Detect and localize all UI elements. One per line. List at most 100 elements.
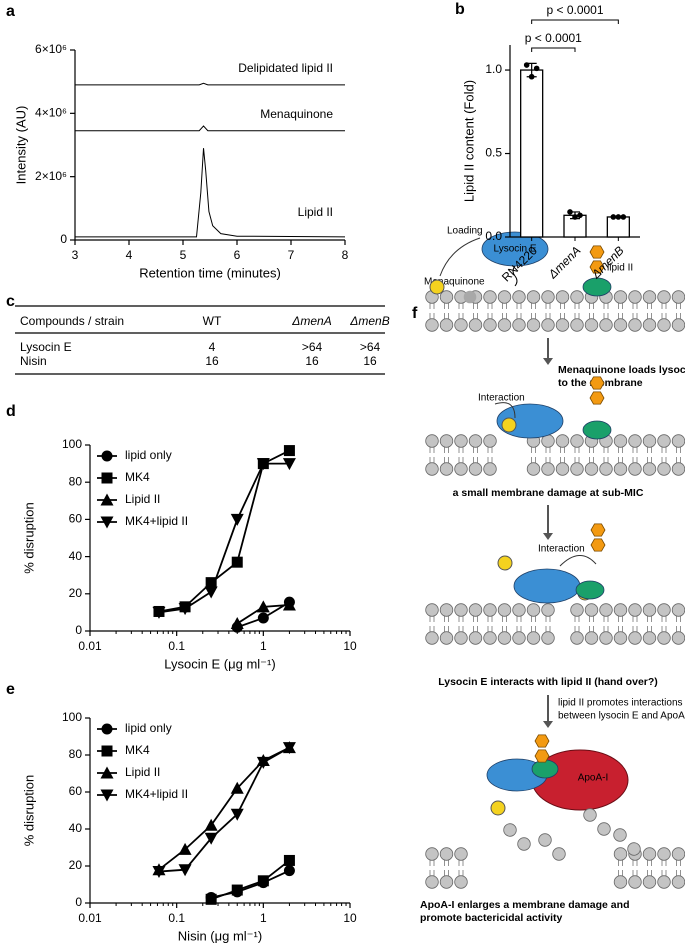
trace [75,125,345,132]
lipid-head [425,434,439,448]
series-line [210,859,290,901]
bar [520,69,544,238]
lipid-head [497,631,512,645]
series-line [158,449,290,613]
data-point [620,214,627,220]
data-point [610,214,617,220]
lipid-head [454,603,468,617]
significance-bracket [531,19,619,24]
panel-label: a [6,3,15,20]
panel-label: d [6,403,16,420]
lipid-tail [502,616,507,632]
y-tick-label: 60 [69,784,83,798]
marker [152,606,166,619]
lipid-tail [632,616,638,632]
lipid-head [541,290,555,304]
lipid-head [642,318,657,332]
lipid-head [613,603,628,617]
lipid-head [570,434,584,448]
lipid-head [642,462,657,476]
lipid-tail [545,616,551,632]
table-header: Compounds / strain [20,314,124,328]
y-tick-label: 80 [69,474,83,488]
marker [282,598,296,611]
lipid-head [628,462,642,476]
table-header: WT [203,314,222,328]
lipid-tail [458,303,464,319]
x-tick-label: 10 [343,639,357,653]
data-point [528,73,535,80]
lipid-tail [632,860,638,876]
trace-label: Menaquinone [260,107,333,121]
marker [205,893,217,905]
trace-label: Lipid II [298,205,333,219]
lipid-head [584,603,599,617]
lipid-head [628,434,642,448]
lipid-head [425,603,439,617]
lipid-head [671,631,685,645]
trace [75,148,346,238]
lipid-head [671,290,685,304]
lipid-tail [574,303,580,319]
marker [256,600,270,613]
x-tick-label: 5 [180,248,187,262]
lipid-head [583,808,597,822]
y-tick-label: 0.0 [485,229,502,243]
y-tick-label: 4×10⁶ [35,106,67,120]
y-tick-label: 100 [62,710,82,724]
lipid-head [657,631,671,645]
menaquinone [497,555,513,571]
lipid-tail [603,447,609,463]
marker [256,756,270,769]
lipid-tail [661,860,667,876]
marker [204,586,218,599]
lipid-tail [429,303,435,319]
table-header: ΔmenB [349,314,389,328]
data-point [572,214,578,220]
lipid-head [439,290,454,304]
lipid-tail [647,303,652,319]
marker [231,556,243,568]
lipid-tail [661,447,667,463]
lipid-head [657,462,671,476]
table-cell: 4 [209,340,216,354]
lipid-head [468,631,483,645]
marker [230,617,244,630]
y-tick-label: 20 [69,586,83,600]
lipid-head [599,462,613,476]
lipid-head [657,434,671,448]
data-point [615,214,622,220]
peptide-tail [512,265,518,287]
lipid-tail [444,303,449,319]
lipid-head [628,631,642,645]
lipid-head [454,847,468,861]
lipid-head [439,603,454,617]
lipid-head [425,875,439,889]
lipid-head [613,631,628,645]
lipid-head [526,631,541,645]
y-tick-label: 1.0 [485,62,502,76]
lipid-head [538,833,552,847]
lipid-head [526,462,541,476]
lipid-head [627,842,641,856]
marker [256,458,270,471]
marker [230,781,244,794]
lipid-head [570,603,584,617]
lipid-head [439,847,454,861]
lipid-head [642,847,657,861]
lipid-ii [531,759,559,779]
y-tick-label: 100 [62,437,82,451]
table-cell: 16 [305,354,319,368]
diagram-text: between lysocin E and ApoA-I [558,711,685,722]
table-cell: 16 [205,354,219,368]
x-tick-label: 1 [260,639,267,653]
diagram-text: Menaquinone [424,277,485,288]
x-tick-label: 8 [342,248,349,262]
lipid-tail [676,860,681,876]
lipid-head [526,318,541,332]
y-tick-label: 2×10⁶ [35,169,67,183]
lipid-tail [473,447,478,463]
x-axis-label: Retention time (minutes) [139,265,281,280]
y-tick-label: 0.5 [485,146,502,160]
sugar-hexagon [589,260,605,274]
